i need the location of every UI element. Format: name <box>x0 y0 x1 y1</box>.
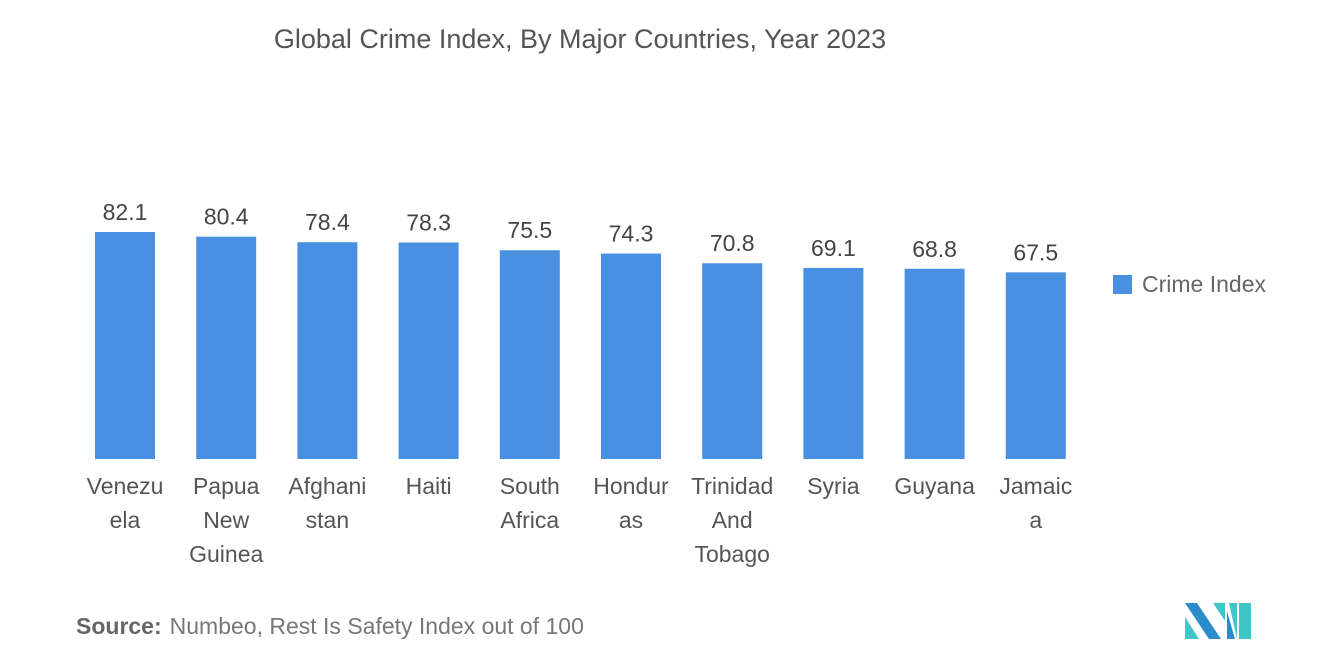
x-tick-label: South Africa <box>500 473 560 533</box>
x-tick-label: Jamaic a <box>999 473 1072 533</box>
bar-syria <box>803 267 864 459</box>
data-label: 80.4 <box>204 204 249 230</box>
bar-papua-new-guinea <box>196 236 257 459</box>
x-tick-label: Syria <box>807 473 860 499</box>
legend-label: Crime Index <box>1142 271 1266 297</box>
data-label: 74.3 <box>609 221 654 247</box>
bar-venezuela <box>95 231 155 459</box>
data-label: 78.3 <box>406 210 451 236</box>
data-label: 68.8 <box>912 236 957 262</box>
bar-jamaica <box>1005 272 1066 459</box>
source-label: Source: <box>76 613 162 639</box>
bar-south-africa <box>499 250 560 459</box>
x-tick-label: Afghani stan <box>288 473 366 533</box>
source-note: Source: Numbeo, Rest Is Safety Index out … <box>76 613 584 640</box>
bar-afghanistan <box>297 242 358 459</box>
brand-logo <box>1185 603 1251 639</box>
data-label: 69.1 <box>811 235 856 261</box>
x-tick-label: Papua New Guinea <box>189 473 263 567</box>
bar-guyana <box>904 268 965 459</box>
data-label: 78.4 <box>305 209 350 235</box>
bar-haiti <box>398 242 459 459</box>
data-label: 70.8 <box>710 230 755 256</box>
x-tick-label: Haiti <box>406 473 452 499</box>
data-label: 67.5 <box>1013 239 1058 265</box>
legend-swatch <box>1113 275 1132 294</box>
chart-title: Global Crime Index, By Major Countries, … <box>273 24 887 54</box>
source-text: Numbeo, Rest Is Safety Index out of 100 <box>169 613 584 639</box>
bar-honduras <box>601 253 661 459</box>
x-tick-label: Hondur as <box>593 473 669 533</box>
data-label: 82.1 <box>103 199 148 225</box>
bar-trinidad-and-tobago <box>702 263 763 459</box>
legend: Crime Index <box>1113 271 1266 298</box>
x-tick-label: Venezu ela <box>87 473 164 533</box>
data-label: 75.5 <box>507 217 552 243</box>
x-tick-label: Guyana <box>894 473 975 499</box>
x-tick-label: Trinidad And Tobago <box>691 473 773 567</box>
